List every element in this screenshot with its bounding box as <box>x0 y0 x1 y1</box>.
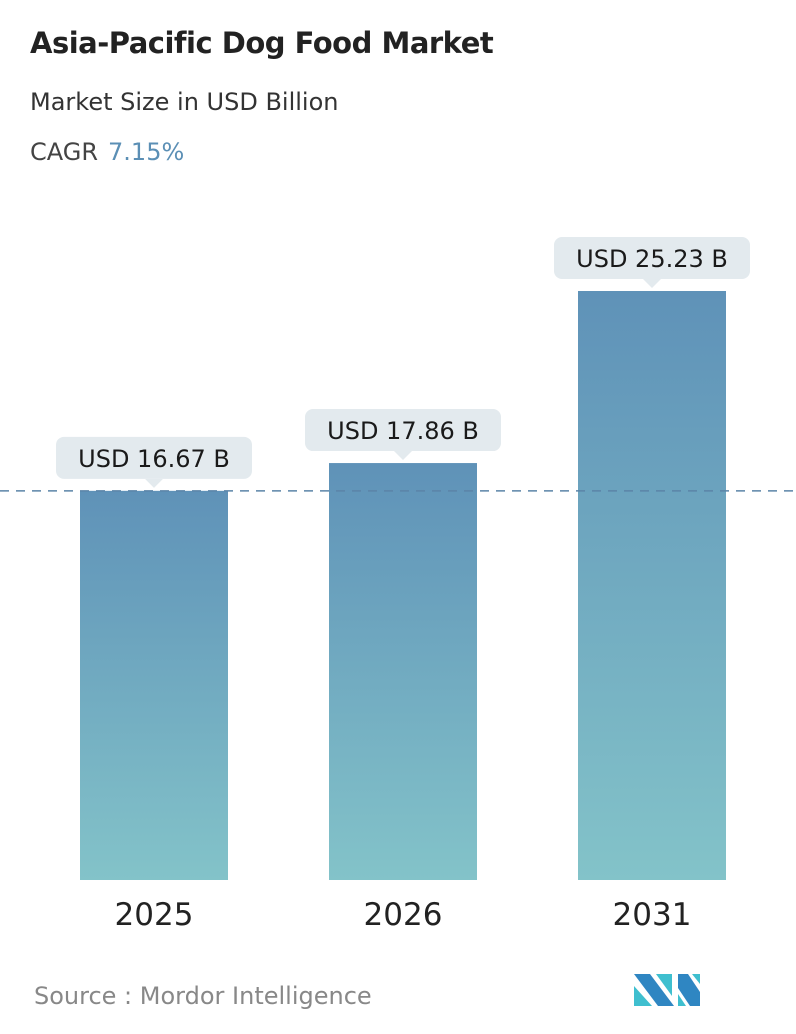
x-tick-label: 2031 <box>613 897 692 933</box>
mordor-logo <box>634 974 700 1006</box>
cagr-value: 7.15% <box>108 138 185 166</box>
cagr: CAGR 7.15% <box>30 138 184 166</box>
bar-2031 <box>578 291 726 880</box>
bar-2025 <box>80 490 228 880</box>
x-tick-label: 2026 <box>364 897 443 933</box>
data-label-bg <box>56 436 252 479</box>
chart-title: Asia-Pacific Dog Food Market <box>30 26 494 60</box>
data-label-pointer <box>643 279 661 288</box>
data-label: USD 17.86 B <box>327 417 479 445</box>
data-label-pointer <box>394 451 412 461</box>
data-label-pointer <box>145 478 163 488</box>
data-label-bg <box>554 237 750 279</box>
data-label-bg <box>305 409 501 452</box>
bar-2026 <box>329 463 477 880</box>
data-label: USD 16.67 B <box>78 445 230 473</box>
cagr-label: CAGR <box>30 138 99 166</box>
chart-subtitle: Market Size in USD Billion <box>30 88 339 116</box>
x-tick-label: 2025 <box>115 897 194 933</box>
data-label: USD 25.23 B <box>576 245 728 273</box>
bar-chart: USD 16.67 B 2025 USD 17.86 B 2026 USD 25.23 … <box>0 237 796 933</box>
source-text: Source : Mordor Intelligence <box>34 982 372 1010</box>
